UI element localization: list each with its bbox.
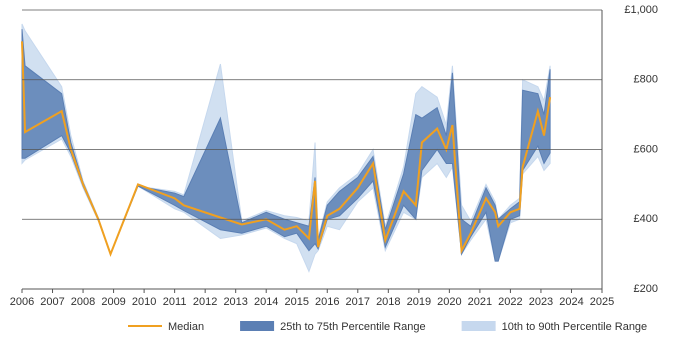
x-tick-label: 2014	[254, 296, 278, 308]
y-tick-label: £800	[634, 74, 658, 86]
x-tick-label: 2023	[529, 296, 553, 308]
x-tick-label: 2019	[407, 296, 431, 308]
x-tick-label: 2009	[101, 296, 125, 308]
y-tick-label: £400	[634, 213, 658, 225]
x-tick-label: 2021	[468, 296, 492, 308]
x-tick-label: 2015	[284, 296, 308, 308]
y-tick-label: £1,000	[624, 4, 658, 16]
x-tick-label: 2020	[437, 296, 461, 308]
legend-swatch	[461, 321, 496, 331]
x-tick-label: 2010	[132, 296, 156, 308]
legend-swatch	[240, 321, 275, 331]
x-tick-label: 2025	[590, 296, 614, 308]
x-tick-label: 2012	[193, 296, 217, 308]
x-tick-label: 2013	[223, 296, 247, 308]
x-tick-label: 2016	[315, 296, 339, 308]
legend-label: 10th to 90th Percentile Range	[502, 321, 648, 333]
x-tick-label: 2007	[40, 296, 64, 308]
x-tick-label: 2018	[376, 296, 400, 308]
y-tick-label: £200	[634, 283, 658, 295]
x-tick-label: 2011	[163, 296, 187, 308]
legend-label: Median	[168, 321, 204, 333]
y-tick-label: £600	[634, 143, 658, 155]
x-tick-label: 2022	[498, 296, 522, 308]
x-tick-label: 2017	[346, 296, 370, 308]
x-tick-label: 2008	[71, 296, 95, 308]
x-tick-label: 2024	[559, 296, 583, 308]
x-tick-label: 2006	[10, 296, 34, 308]
legend-label: 25th to 75th Percentile Range	[280, 321, 426, 333]
